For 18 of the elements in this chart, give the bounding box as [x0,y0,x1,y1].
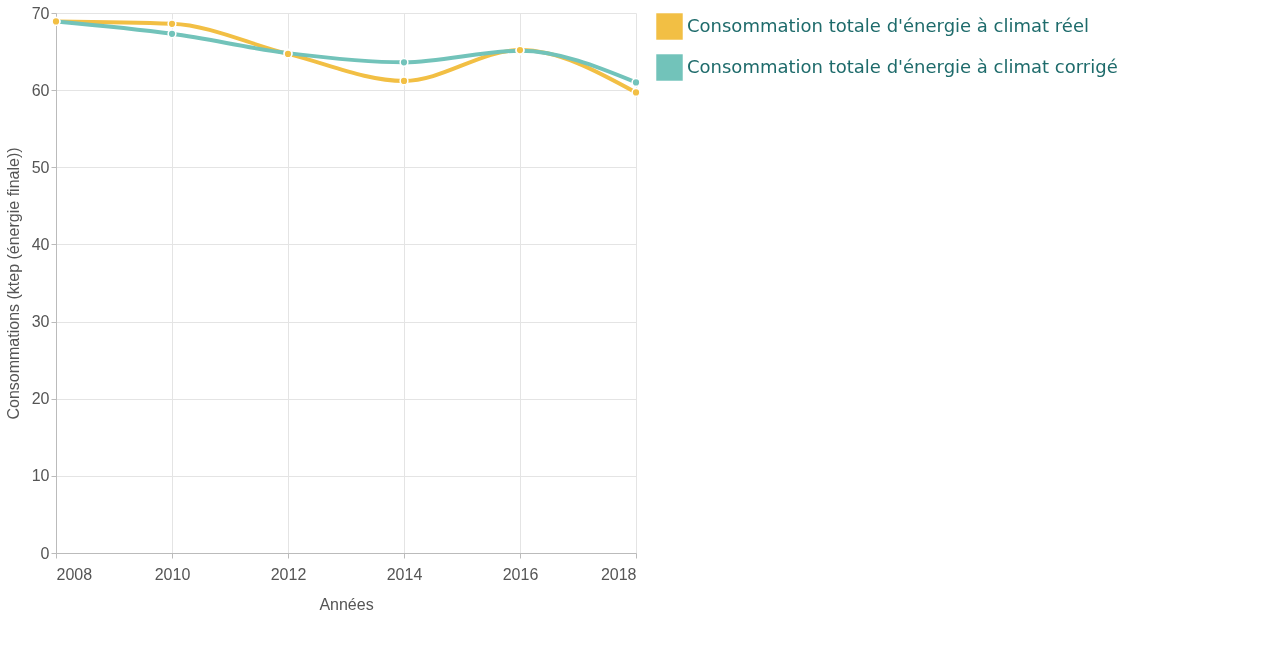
y-tick-label: 10 [31,467,50,485]
x-tick-label: 2012 [270,565,307,583]
y-tick-label: 50 [31,158,50,176]
y-tick-label: 0 [40,544,50,562]
x-tick-label: 2014 [386,565,423,583]
x-tick-label: 2008 [56,565,93,583]
x-tick-label: 2016 [502,565,539,583]
y-tick-label: 70 [31,4,50,22]
y-tick-label: 40 [31,235,50,253]
y-tick-label: 60 [31,81,50,99]
x-tick-label: 2010 [154,565,191,583]
y-tick-label: 20 [31,390,50,408]
legend-label: Consommation totale d'énergie à climat corrigé [687,55,1118,77]
x-axis-title: Années [319,595,374,613]
y-axis-title: Consommations (ktep (énergie finale)) [4,147,22,420]
x-tick-label: 2018 [600,565,637,583]
y-tick-label: 30 [31,313,50,331]
legend-label: Consommation totale d'énergie à climat réel [687,14,1090,36]
